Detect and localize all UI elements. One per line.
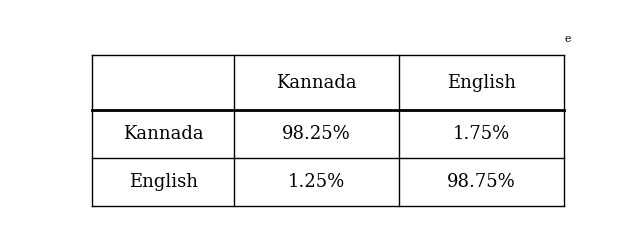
Text: 98.75%: 98.75%	[447, 173, 515, 191]
Text: English: English	[129, 173, 198, 191]
Text: e: e	[564, 34, 571, 44]
Text: Kannada: Kannada	[123, 126, 204, 143]
Text: 98.25%: 98.25%	[282, 126, 351, 143]
Text: 1.75%: 1.75%	[452, 126, 510, 143]
Text: Kannada: Kannada	[276, 74, 356, 92]
Text: 1.25%: 1.25%	[287, 173, 345, 191]
Text: English: English	[447, 74, 516, 92]
